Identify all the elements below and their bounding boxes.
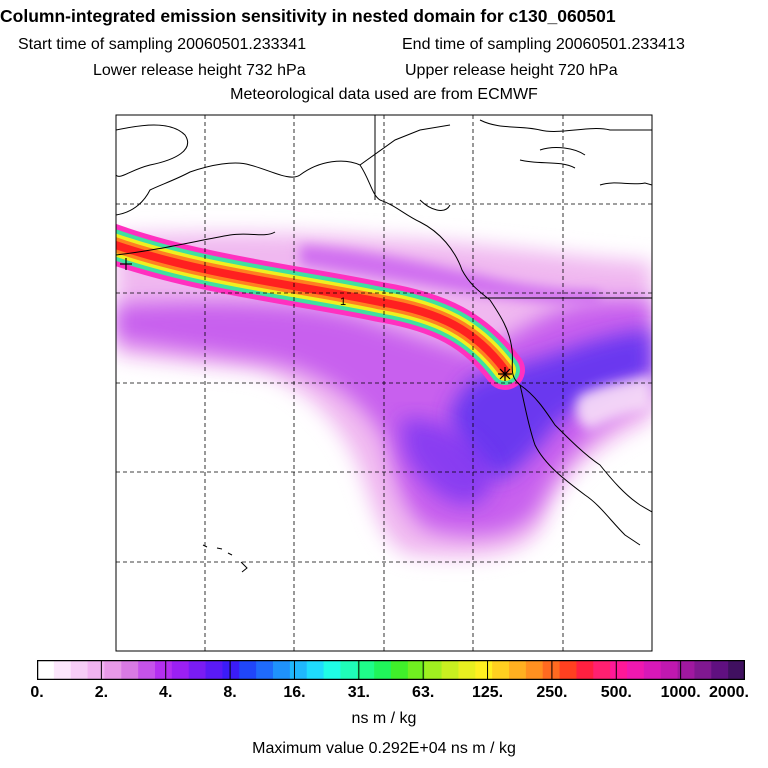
colorbar-tick-label: 16. [283,684,306,701]
colorbar-swatch [306,660,325,680]
colorbar-swatch [525,660,544,680]
trajectory-band-red [116,240,509,374]
colorbar-swatch [407,660,426,680]
plot-title: Column-integrated emission sensitivity i… [0,6,616,26]
colorbar-swatch [677,660,695,680]
plume-upper-band [300,245,600,305]
colorbar-tick-label: 31. [347,684,370,701]
colorbar-tick-label: 125. [471,684,504,701]
colorbar-swatch [121,660,139,680]
colorbar-frame [36,659,746,681]
colorbar-swatch [188,660,207,680]
colorbar-swatch [728,660,746,680]
colorbar-tick-label: 4. [159,684,173,701]
colorbar-swatch [694,660,712,680]
lat-lon-grid [116,115,652,651]
release-point-marker [498,367,512,381]
trajectory-start-marker [120,258,132,270]
colorbar-swatch [509,660,527,680]
map-frame [115,114,653,652]
colorbar-swatch [53,660,72,680]
colorbar-swatch [576,660,594,680]
coastlines [116,115,652,573]
colorbar-tick-label: 2. [94,684,109,701]
sampling-start-label: Start time of sampling 20060501.233341 [18,36,307,53]
colorbar-tick-label: 8. [223,684,237,701]
colorbar-swatch [424,660,443,680]
upper-release-height-label: Upper release height 720 hPa [405,62,618,79]
colorbar-swatch [374,660,392,680]
colorbar-tick-label: 1000. [660,684,701,701]
colorbar-tick-label: 2000. [708,684,750,701]
colorbar-unit-label: ns m / kg [351,710,417,727]
met-data-label: Meteorological data used are from ECMWF [230,86,538,103]
colorbar-swatch [542,660,561,680]
colorbar-swatch [323,660,341,680]
colorbar-swatch [627,660,645,680]
sampling-end-label: End time of sampling 20060501.233413 [402,36,685,53]
plume-blue-south [400,419,493,505]
colorbar [36,659,746,681]
colorbar-swatch [643,660,662,680]
colorbar-svg [36,659,746,681]
trajectory-point-label: 1 [340,296,346,308]
colorbar-swatch [475,660,493,680]
colorbar-swatch [256,660,274,680]
colorbar-swatch [593,660,611,680]
colorbar-swatch [441,660,459,680]
colorbar-swatch [239,660,257,680]
colorbar-tick-label: 63. [412,684,435,701]
colorbar-swatch [391,660,409,680]
colorbar-swatch [138,660,156,680]
colorbar-swatch [70,660,89,680]
colorbar-swatch [171,660,190,680]
colorbar-swatch [610,660,628,680]
colorbar-swatch [222,660,240,680]
plume-light-ridge [575,375,652,430]
colorbar-swatch [458,660,476,680]
colorbar-tick-label: 0. [30,684,44,701]
colorbar-swatch [104,660,122,680]
colorbar-tick-label: 250. [536,684,568,701]
colorbar-swatch [155,660,173,680]
colorbar-swatch [660,660,679,680]
plume-blue-core [450,330,652,480]
colorbar-swatch [289,660,308,680]
colorbar-swatch [559,660,577,680]
colorbar-swatch [37,660,55,680]
colorbar-swatch [492,660,510,680]
max-value-label: Maximum value 0.292E+04 ns m / kg [252,740,516,757]
colorbar-swatch [357,660,375,680]
colorbar-swatch [87,660,105,680]
lower-release-height-label: Lower release height 732 hPa [93,62,306,79]
colorbar-swatch [711,660,729,680]
colorbar-swatch [273,660,291,680]
colorbar-tick-label: 500. [600,684,632,701]
colorbar-swatch [205,660,223,680]
colorbar-swatch [340,660,358,680]
